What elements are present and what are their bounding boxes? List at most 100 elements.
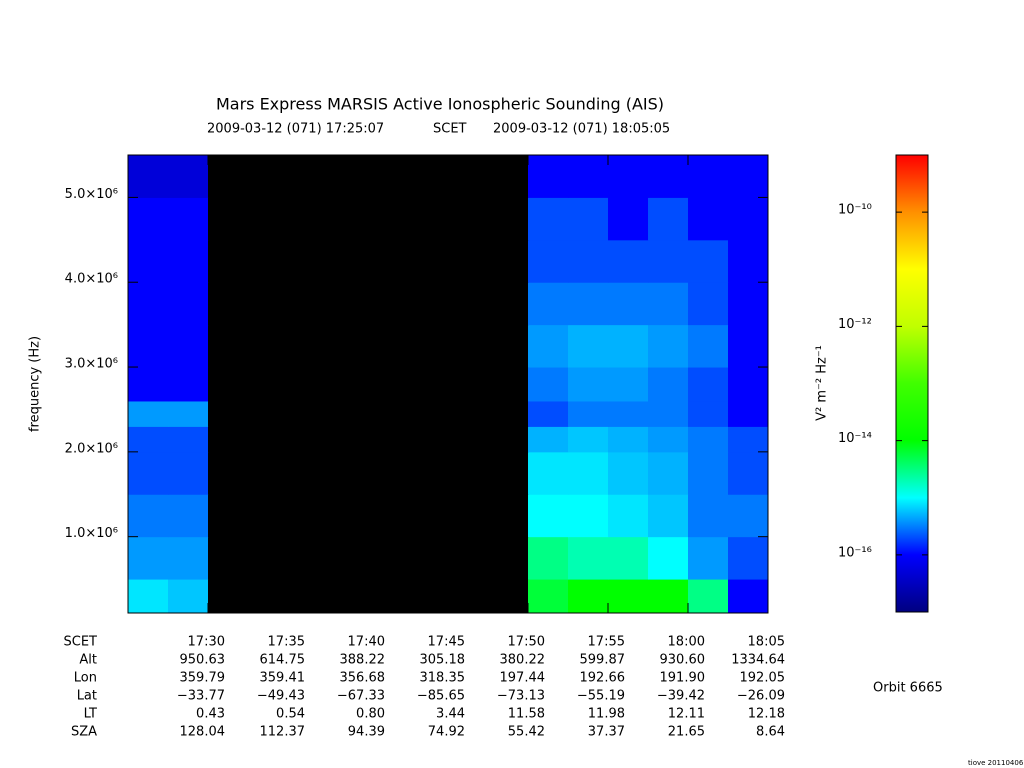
heatmap-cell (248, 239, 289, 283)
heatmap-cell (208, 426, 249, 453)
ephemeris-row-label: SZA (71, 725, 97, 740)
ephemeris-value: 128.04 (180, 725, 226, 740)
heatmap-cell (488, 155, 529, 198)
heatmap-cell (608, 239, 649, 283)
heatmap-cell (408, 324, 449, 368)
heatmap-cell (288, 400, 329, 427)
heatmap-cell (288, 426, 329, 453)
x-tick-label: 17:50 (508, 635, 545, 650)
heatmap-cell (368, 155, 409, 198)
heatmap-cell (648, 494, 689, 538)
heatmap-cell (568, 579, 609, 614)
ephemeris-value: 318.35 (420, 671, 466, 686)
heatmap-cell (288, 451, 329, 495)
heatmap-cell (248, 426, 289, 453)
ephemeris-value: −26.09 (737, 689, 785, 704)
heatmap-cell (328, 579, 369, 614)
heatmap-cell (448, 197, 489, 241)
heatmap-cell (648, 400, 689, 427)
ephemeris-value: 0.54 (276, 707, 305, 722)
heatmap-cell (728, 324, 769, 368)
heatmap-cell (488, 239, 529, 283)
heatmap-cell (128, 494, 169, 538)
heatmap-cell (488, 426, 529, 453)
ephemeris-row-label: Lat (77, 689, 97, 704)
ephemeris-value: 3.44 (436, 707, 465, 722)
end-time: 2009-03-12 (071) 18:05:05 (493, 122, 670, 137)
heatmap-cell (648, 324, 689, 368)
heatmap-cell (248, 579, 289, 614)
heatmap-cell (328, 324, 369, 368)
heatmap-cell (608, 197, 649, 241)
heatmap-cell (408, 536, 449, 580)
ephemeris-value: 1334.64 (731, 653, 785, 668)
heatmap-cell (728, 282, 769, 326)
heatmap-cell (608, 367, 649, 402)
heatmap-cell (368, 494, 409, 538)
ephemeris-value: 950.63 (180, 653, 226, 668)
heatmap-cell (208, 536, 249, 580)
ephemeris-value: −49.43 (257, 689, 305, 704)
start-time: 2009-03-12 (071) 17:25:07 (207, 122, 384, 137)
heatmap-cell (208, 494, 249, 538)
ephemeris-value: 0.80 (356, 707, 385, 722)
heatmap-cell (688, 197, 729, 241)
ephemeris-value: 359.41 (260, 671, 306, 686)
heatmap-cell (408, 426, 449, 453)
heatmap-cell (168, 579, 209, 614)
heatmap-cell (688, 239, 729, 283)
heatmap-cell (608, 536, 649, 580)
ephemeris-value: 599.87 (580, 653, 626, 668)
heatmap-cell (408, 579, 449, 614)
heatmap-cell (208, 579, 249, 614)
heatmap-cell (648, 155, 689, 198)
ephemeris-value: −85.65 (417, 689, 465, 704)
heatmap-cell (528, 494, 569, 538)
heatmap-cell (368, 282, 409, 326)
heatmap-cell (608, 282, 649, 326)
heatmap (128, 155, 769, 614)
heatmap-cell (688, 324, 729, 368)
heatmap-cell (448, 400, 489, 427)
heatmap-cell (528, 400, 569, 427)
heatmap-cell (328, 536, 369, 580)
heatmap-cell (648, 579, 689, 614)
ephemeris-value: 388.22 (340, 653, 386, 668)
heatmap-cell (168, 536, 209, 580)
ephemeris-row-label: LT (84, 707, 97, 722)
ephemeris-value: −39.42 (657, 689, 705, 704)
heatmap-cell (728, 197, 769, 241)
heatmap-cell (328, 451, 369, 495)
heatmap-cell (128, 155, 169, 198)
heatmap-cell (528, 536, 569, 580)
ephemeris-value: −67.33 (337, 689, 385, 704)
heatmap-cell (568, 400, 609, 427)
ephemeris-value: 21.65 (668, 725, 705, 740)
heatmap-cell (168, 324, 209, 368)
heatmap-cell (688, 536, 729, 580)
heatmap-cell (648, 197, 689, 241)
heatmap-cell (488, 536, 529, 580)
heatmap-cell (408, 239, 449, 283)
footer: tiove 20110406 (968, 759, 1024, 767)
x-tick-label: 18:00 (668, 635, 705, 650)
y-tick-label: 2.0×10⁶ (65, 441, 118, 456)
heatmap-cell (688, 282, 729, 326)
ephemeris-value: 55.42 (508, 725, 545, 740)
heatmap-cell (368, 324, 409, 368)
heatmap-cell (248, 494, 289, 538)
heatmap-cell (408, 197, 449, 241)
ephemeris-value: 380.22 (500, 653, 546, 668)
heatmap-cell (368, 367, 409, 402)
x-tick-label: 18:05 (748, 635, 785, 650)
y-tick-label: 3.0×10⁶ (65, 357, 118, 372)
heatmap-cell (248, 451, 289, 495)
heatmap-cell (328, 400, 369, 427)
heatmap-cell (448, 282, 489, 326)
heatmap-cell (408, 367, 449, 402)
heatmap-cell (248, 536, 289, 580)
heatmap-cell (448, 324, 489, 368)
ephemeris-value: 305.18 (420, 653, 466, 668)
ephemeris-value: 192.66 (580, 671, 626, 686)
heatmap-cell (568, 451, 609, 495)
